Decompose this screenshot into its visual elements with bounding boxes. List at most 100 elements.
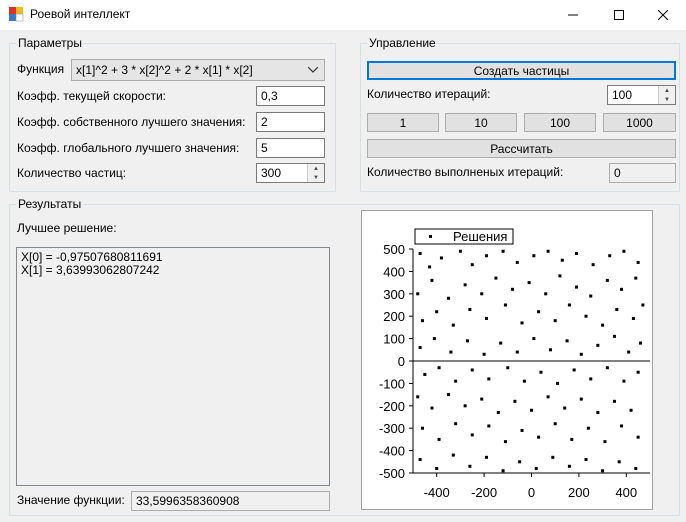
spin-up-icon[interactable]: ▲: [664, 87, 670, 94]
params-group-title: Параметры: [16, 36, 84, 50]
x-tick-label: 200: [568, 485, 590, 500]
scatter-point: [430, 278, 434, 282]
scatter-point: [601, 323, 605, 327]
scatter-point: [575, 285, 579, 289]
own-best-input[interactable]: 2: [256, 112, 325, 132]
scatter-point: [631, 316, 635, 320]
function-label: Функция: [17, 62, 65, 76]
scatter-point: [435, 310, 439, 314]
x-tick-label: 0: [528, 485, 535, 500]
scatter-point: [487, 424, 491, 428]
preset-10-button[interactable]: 10: [445, 113, 517, 132]
function-select-value: x[1]^2 + 3 * x[2]^2 + 2 * x[1] * x[2]: [76, 63, 253, 77]
global-best-input[interactable]: 5: [256, 138, 325, 158]
scatter-point: [463, 283, 467, 287]
best-solution-text[interactable]: X[0] = -0,97507680811691 X[1] = 3,639930…: [16, 247, 330, 486]
scatter-point: [484, 455, 488, 459]
scatter-point: [567, 303, 571, 307]
close-icon: [658, 10, 668, 20]
scatter-point: [546, 395, 550, 399]
minimize-button[interactable]: [550, 0, 596, 30]
spin-down-icon[interactable]: ▼: [313, 174, 319, 181]
scatter-point: [586, 426, 590, 430]
spin-down-icon[interactable]: ▼: [664, 96, 670, 103]
scatter-point: [482, 352, 486, 356]
function-value-output: 33,5996358360908: [131, 491, 330, 511]
scatter-point: [530, 408, 533, 412]
scatter-point: [589, 294, 593, 298]
scatter-point: [551, 455, 555, 459]
scatter-point: [641, 303, 645, 307]
scatter-point: [636, 370, 640, 374]
best-solution-line: X[1] = 3,63993062807242: [21, 263, 160, 277]
y-tick-label: 200: [383, 309, 405, 324]
window-title: Роевой интеллект: [30, 7, 131, 21]
scatter-point: [513, 399, 517, 403]
app-icon: [9, 7, 24, 22]
scatter-point: [548, 348, 552, 352]
scatter-point: [617, 460, 621, 464]
scatter-point: [639, 341, 643, 345]
scatter-point: [596, 343, 600, 347]
iterations-value: 100: [612, 88, 633, 102]
preset-100-button[interactable]: 100: [524, 113, 596, 132]
y-tick-label: -200: [379, 399, 405, 414]
particles-spin[interactable]: ▲ ▼: [307, 164, 324, 182]
chart-background: [361, 210, 653, 510]
scatter-point: [511, 287, 515, 291]
scatter-point: [563, 406, 567, 410]
y-tick-label: 100: [383, 332, 405, 347]
scatter-point: [520, 321, 524, 325]
particles-value: 300: [261, 166, 282, 180]
preset-1000-button[interactable]: 1000: [603, 113, 676, 132]
scatter-point: [565, 339, 569, 343]
scatter-point: [503, 440, 507, 444]
scatter-point: [620, 287, 624, 291]
preset-1-button[interactable]: 1: [367, 113, 439, 132]
create-particles-button[interactable]: Создать частицы: [367, 61, 676, 80]
scatter-point: [420, 319, 424, 323]
scatter-point: [468, 464, 472, 468]
scatter-point: [553, 319, 557, 323]
scatter-point: [634, 276, 638, 280]
x-tick-label: -400: [424, 485, 450, 500]
close-button[interactable]: [640, 0, 686, 30]
results-group: [9, 204, 680, 516]
speed-label: Коэфф. текущей скорости:: [17, 89, 167, 103]
scatter-point: [503, 303, 507, 307]
iterations-stepper[interactable]: 100 ▲ ▼: [607, 85, 676, 105]
calculate-button[interactable]: Рассчитать: [367, 139, 676, 158]
function-select[interactable]: x[1]^2 + 3 * x[2]^2 + 2 * x[1] * x[2]: [71, 59, 325, 81]
own-best-label: Коэфф. собственного лучшего значения:: [17, 115, 246, 129]
scatter-point: [522, 379, 526, 383]
scatter-point: [428, 265, 432, 269]
scatter-point: [420, 426, 424, 430]
scatter-point: [537, 435, 541, 439]
params-group: [9, 43, 336, 192]
function-value-label: Значение функции:: [17, 493, 125, 507]
maximize-button[interactable]: [596, 0, 642, 30]
scatter-point: [430, 406, 434, 410]
legend-label: Решения: [453, 229, 507, 244]
scatter-point: [480, 292, 484, 296]
scatter-point: [553, 422, 557, 426]
scatter-point: [629, 408, 633, 412]
scatter-point: [622, 379, 626, 383]
y-tick-label: -400: [379, 444, 405, 459]
scatter-point: [612, 399, 616, 403]
scatter-point: [622, 249, 626, 253]
scatter-point: [449, 350, 453, 354]
scatter-point: [418, 346, 422, 350]
iterations-spin[interactable]: ▲ ▼: [658, 86, 675, 104]
scatter-point: [534, 467, 538, 471]
particles-stepper[interactable]: 300 ▲ ▼: [256, 163, 325, 183]
speed-input[interactable]: 0,3: [256, 86, 325, 106]
scatter-point: [470, 263, 474, 267]
scatter-point: [515, 350, 519, 354]
spin-up-icon[interactable]: ▲: [313, 165, 319, 172]
done-iterations-label: Количество выполненых итераций:: [367, 165, 564, 179]
scatter-point: [605, 278, 609, 282]
legend-marker: [429, 235, 432, 238]
scatter-chart[interactable]: 500 400 300 200 100 0 -100 -200 -300 -400 -500 -40…: [361, 210, 653, 510]
scatter-point: [596, 411, 600, 415]
